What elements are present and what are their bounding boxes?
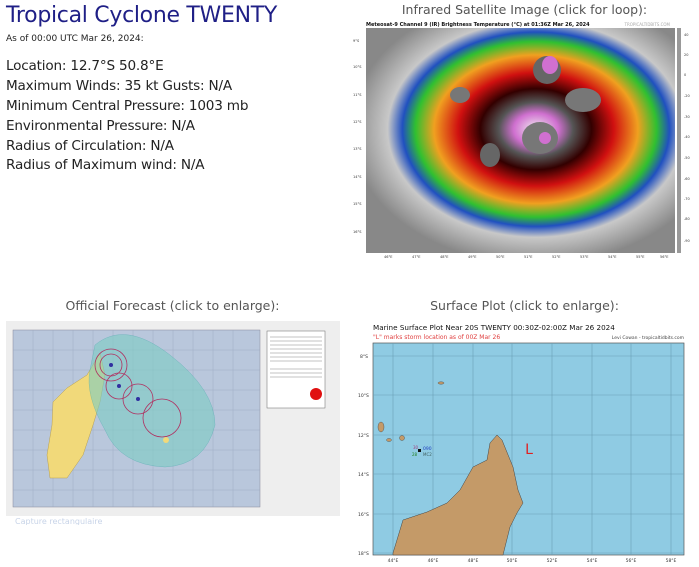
forecast-image-link[interactable]: Capture rectangulaire bbox=[0, 315, 345, 525]
wind-radius-circle bbox=[122, 383, 154, 415]
colorbar-label: -70 bbox=[684, 197, 690, 201]
surface-credit: Levi Cowan - tropicaltidbits.com bbox=[612, 335, 684, 341]
wind-radius-circle bbox=[142, 398, 182, 438]
station-label: 30 bbox=[413, 445, 419, 450]
station-label: MC2 bbox=[423, 452, 432, 457]
lat-label: 13°S bbox=[353, 147, 362, 151]
lon-label: 56°E bbox=[660, 255, 668, 259]
satellite-heading: Infrared Satellite Image (click for loop… bbox=[401, 2, 648, 17]
track-point bbox=[117, 384, 121, 388]
surface-heading: Surface Plot (click to enlarge): bbox=[430, 298, 619, 313]
colorbar-label: -40 bbox=[684, 135, 690, 139]
lon-label: 44°E bbox=[388, 558, 399, 564]
colorbar-label: -60 bbox=[684, 177, 690, 181]
colorbar-label: -30 bbox=[684, 115, 690, 119]
lon-label: 58°E bbox=[666, 558, 677, 564]
lon-label: 50°E bbox=[507, 558, 518, 564]
forecast-heading: Official Forecast (click to enlarge): bbox=[65, 298, 280, 313]
lat-label: 12°S bbox=[358, 433, 369, 439]
surface-image-title: Marine Surface Plot Near 20S TWENTY 00:3… bbox=[373, 323, 615, 332]
lon-label: 48°E bbox=[440, 255, 448, 259]
lat-label: 14°S bbox=[358, 472, 369, 478]
cold-cloud-top bbox=[480, 143, 500, 167]
cold-cloud-top bbox=[539, 132, 551, 144]
island-reunion bbox=[163, 437, 169, 443]
radius-max-wind-text: Radius of Maximum wind: N/A bbox=[6, 157, 205, 173]
colorbar-label: -80 bbox=[684, 217, 690, 221]
colorbar-label: -20 bbox=[684, 94, 690, 98]
lat-label: 14°S bbox=[353, 175, 362, 179]
max-winds-text: Maximum Winds: 35 kt Gusts: N/A bbox=[6, 78, 232, 94]
lon-label: 56°E bbox=[626, 558, 637, 564]
as-of-timestamp: As of 00:00 UTC Mar 26, 2024: bbox=[6, 34, 144, 44]
lat-label: 12°S bbox=[353, 120, 362, 124]
island-anjouan bbox=[399, 435, 405, 441]
colorbar-label: 20 bbox=[684, 53, 688, 57]
capture-hint-overlay: Capture rectangulaire bbox=[15, 517, 103, 525]
radius-circulation-text: Radius of Circulation: N/A bbox=[6, 138, 174, 154]
lon-label: 48°E bbox=[468, 558, 479, 564]
lat-label: 10°S bbox=[353, 65, 362, 69]
satellite-cloud-field bbox=[366, 28, 675, 253]
lat-label: 18°S bbox=[358, 551, 369, 557]
env-pressure-text: Environmental Pressure: N/A bbox=[6, 118, 195, 134]
min-pressure-text: Minimum Central Pressure: 1003 mb bbox=[6, 98, 249, 114]
colorbar-label: 0 bbox=[684, 73, 686, 77]
lon-label: 52°E bbox=[547, 558, 558, 564]
page-title: Tropical Cyclone TWENTY bbox=[6, 3, 278, 28]
lon-label: 47°E bbox=[412, 255, 420, 259]
colorbar-label: -50 bbox=[684, 156, 690, 160]
lat-label: 9°S bbox=[353, 39, 360, 43]
lat-label: 15°S bbox=[353, 202, 362, 206]
lat-label: 16°S bbox=[353, 230, 362, 234]
satellite-image-title: Meteosat-9 Channel 9 (IR) Brightness Tem… bbox=[366, 22, 590, 28]
island-aldabra bbox=[437, 381, 445, 385]
lat-label: 10°S bbox=[358, 393, 369, 399]
storm-location-marker: L bbox=[525, 442, 533, 458]
lon-label: 49°E bbox=[468, 255, 476, 259]
lon-label: 50°E bbox=[496, 255, 504, 259]
lat-label: 11°S bbox=[353, 93, 362, 97]
lat-label: 8°S bbox=[360, 354, 368, 360]
colorbar bbox=[677, 28, 681, 253]
lon-label: 46°E bbox=[384, 255, 392, 259]
lon-label: 46°E bbox=[428, 558, 439, 564]
surface-subtitle: "L" marks storm location as of 00Z Mar 2… bbox=[373, 334, 500, 341]
track-point bbox=[109, 363, 113, 367]
wind-radius-circle bbox=[94, 348, 128, 382]
cyclone-logo-icon bbox=[310, 388, 322, 400]
station-marker bbox=[418, 449, 421, 452]
colorbar-label: -90 bbox=[684, 239, 690, 243]
lon-label: 52°E bbox=[552, 255, 560, 259]
station-label: 090 bbox=[423, 446, 432, 452]
wind-radius-circle bbox=[105, 372, 133, 400]
island-moheli bbox=[386, 438, 392, 442]
island-grande-comore bbox=[377, 421, 385, 433]
lon-label: 55°E bbox=[636, 255, 644, 259]
lon-label: 54°E bbox=[608, 255, 616, 259]
satellite-credit: TROPICALTIDBITS.COM bbox=[624, 22, 671, 27]
track-point bbox=[136, 397, 140, 401]
madagascar-landmass bbox=[392, 434, 524, 556]
satellite-image-link[interactable]: Meteosat-9 Channel 9 (IR) Brightness Tem… bbox=[350, 20, 699, 260]
forecast-cone bbox=[88, 334, 216, 468]
colorbar-label: 40 bbox=[684, 33, 688, 37]
cold-cloud-top bbox=[565, 88, 601, 112]
lon-label: 53°E bbox=[580, 255, 588, 259]
lon-label: 54°E bbox=[587, 558, 598, 564]
lat-label: 16°S bbox=[358, 512, 369, 518]
cold-cloud-top bbox=[450, 87, 470, 103]
station-label: 28 bbox=[412, 452, 418, 457]
cold-cloud-top bbox=[542, 56, 558, 74]
location-text: Location: 12.7°S 50.8°E bbox=[6, 58, 164, 74]
lon-label: 51°E bbox=[524, 255, 532, 259]
